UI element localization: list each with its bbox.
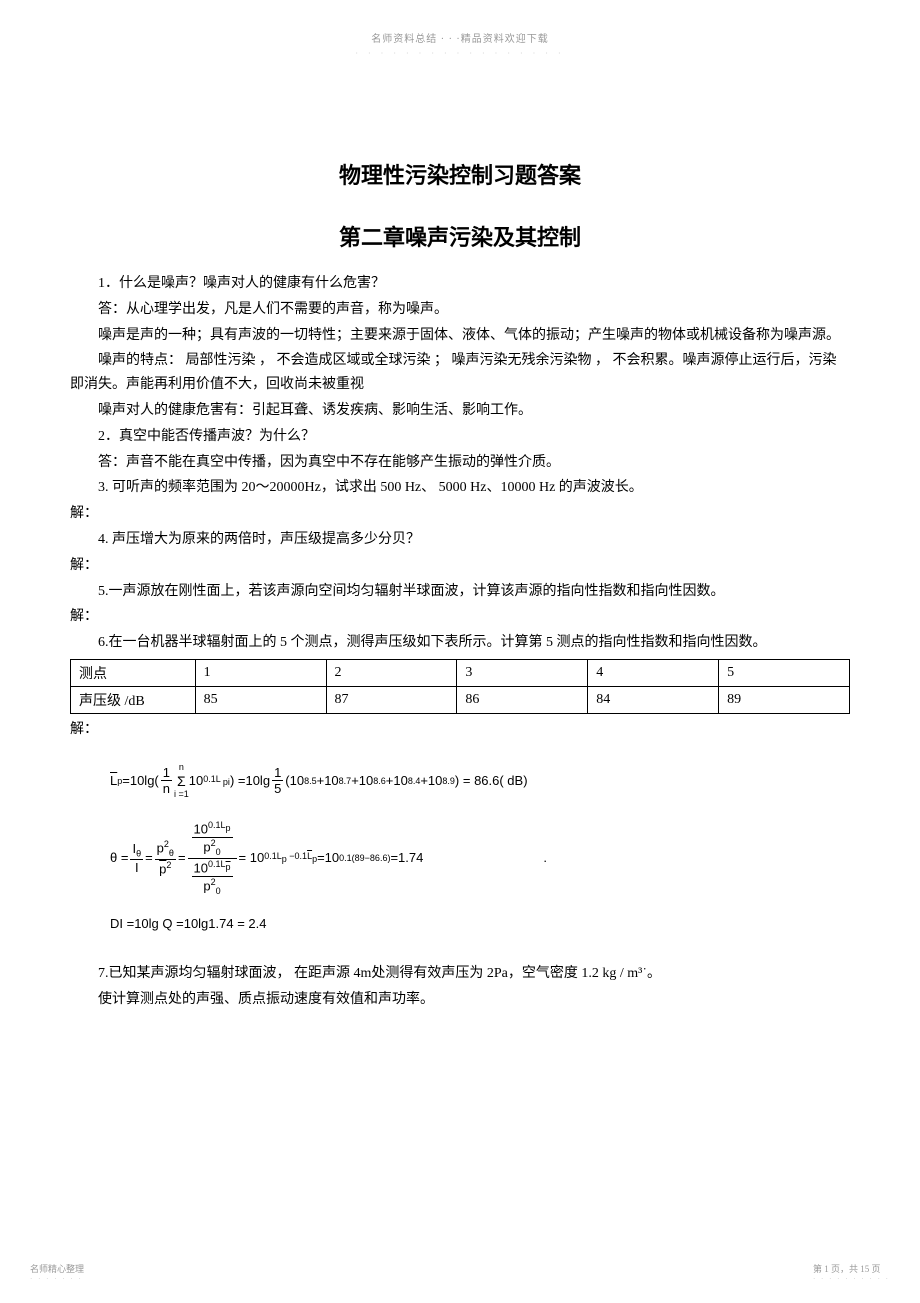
f1-L: L <box>110 773 117 789</box>
f3: DI =10lg Q =10lg1.74 = 2.4 <box>110 916 266 932</box>
f1-fd2: 5 <box>272 781 283 797</box>
f2-d3sub: p <box>226 862 231 872</box>
th-5: 5 <box>719 659 850 686</box>
a1-4: 噪声对人的健康危害有：引起耳聋、诱发疾病、影响生活、影响工作。 <box>70 399 850 423</box>
f2-n1s: θ <box>136 848 141 858</box>
f2-eq1: = <box>145 850 153 866</box>
f2-d3d3: 0 <box>216 886 221 896</box>
a5: 解： <box>70 605 850 629</box>
f2-dot: . <box>543 850 547 866</box>
f2-d1: I <box>133 860 141 876</box>
f1-e2: 8.7 <box>339 776 352 787</box>
table-row: 测点 1 2 3 4 5 <box>71 659 850 686</box>
f2-eq4: =10 <box>317 850 339 866</box>
f1-fd1: n <box>161 781 172 797</box>
f2-e3b: p <box>282 854 287 864</box>
f2-d3d: p <box>203 878 210 893</box>
f1-close: ) =10lg <box>230 773 270 789</box>
sigma-icon: Σ <box>177 773 186 790</box>
f2-d2b: 2 <box>166 860 171 870</box>
a1-1: 答：从心理学出发，凡是人们不需要的声音，称为噪声。 <box>70 298 850 322</box>
f1-exp1: 0.1L <box>203 774 220 784</box>
f2-e3c: −0.1 <box>289 851 307 861</box>
f2-eq2: = <box>178 850 186 866</box>
th-0: 测点 <box>71 659 196 686</box>
table-row: 声压级 /dB 85 87 86 84 89 <box>71 686 850 713</box>
a3: 解： <box>70 502 850 526</box>
q7-2: 使计算测点处的声强、质点振动速度有效值和声功率。 <box>70 988 850 1012</box>
th-1: 1 <box>195 659 326 686</box>
sigma-i: i =1 <box>174 789 189 800</box>
q5: 5.一声源放在刚性面上，若该声源向空间均匀辐射半球面波，计算该声源的指向性指数和… <box>70 580 850 604</box>
page-header: 名师资料总结 · · ·精品资料欢迎下载 <box>70 30 850 45</box>
f1-pl1: +10 <box>317 773 339 789</box>
a2: 答：声音不能在真空中传播，因为真空中不存在能够产生振动的弹性介质。 <box>70 451 850 475</box>
td-1: 85 <box>195 686 326 713</box>
f1-fn1: 1 <box>161 765 172 782</box>
main-title: 物理性污染控制习题答案 <box>70 158 850 190</box>
f1-e3: 8.6 <box>373 776 386 787</box>
f2-d3exp: 0.1L <box>208 859 226 869</box>
a1-3: 噪声的特点： 局部性污染 ， 不会造成区域或全球污染 ； 噪声污染无残余污染物 … <box>70 349 850 397</box>
th-2: 2 <box>326 659 457 686</box>
q7: 7.已知某声源均匀辐射球面波， 在距声源 4m处测得有效声压为 2Pa，空气密度… <box>70 962 850 986</box>
q4: 4. 声压增大为原来的两倍时，声压级提高多少分贝？ <box>70 528 850 552</box>
formula-1: L p =10lg( 1 n n Σ i =1 10 0.1L pi ) =10… <box>110 762 850 800</box>
f1-pl3: +10 <box>386 773 408 789</box>
th-3: 3 <box>457 659 588 686</box>
footer-left-text: 名师精心整理 <box>30 1262 84 1275</box>
footer-left: 名师精心整理 · · · · · · · <box>30 1262 84 1283</box>
f2-theta: θ = <box>110 850 128 866</box>
footer-right-text: 第 1 页，共 15 页 <box>813 1262 890 1275</box>
f2-res: =1.74 <box>390 850 423 866</box>
q6: 6.在一台机器半球辐射面上的 5 个测点，测得声压级如下表所示。计算第 5 测点… <box>70 631 850 655</box>
q1: 1．什么是噪声？噪声对人的健康有什么危害？ <box>70 272 850 296</box>
f1-pl2: +10 <box>351 773 373 789</box>
f2-n2c: θ <box>169 848 174 858</box>
footer-right-dots: · · · · · · · · · · <box>813 1275 890 1283</box>
f1-e5: 8.9 <box>442 776 455 787</box>
f2-n3d3: 0 <box>216 847 221 857</box>
th-4: 4 <box>588 659 719 686</box>
f1-10: 10 <box>189 773 203 789</box>
f1-p1: (10 <box>285 773 304 789</box>
f1-pl4: +10 <box>420 773 442 789</box>
footer-right: 第 1 页，共 15 页 · · · · · · · · · · <box>813 1262 890 1283</box>
f2-n3sub: p <box>226 823 231 833</box>
q2: 2．真空中能否传播声波？为什么？ <box>70 425 850 449</box>
f1-res: ) = 86.6( dB) <box>455 773 528 789</box>
td-2: 87 <box>326 686 457 713</box>
f2-n3exp: 0.1L <box>208 820 226 830</box>
f2-eq3: = 10 <box>239 850 265 866</box>
f2-e4: 0.1(89−86.6) <box>339 853 390 864</box>
f2-n2a: p <box>157 841 164 856</box>
f1-exp1s: pi <box>223 777 230 787</box>
f2-n310: 10 <box>194 821 208 836</box>
footer-left-dots: · · · · · · · <box>30 1275 84 1283</box>
header-dots: · · · · · · · · · · · · · · · · · <box>70 49 850 58</box>
f1-e4: 8.4 <box>408 776 421 787</box>
td-5: 89 <box>719 686 850 713</box>
td-3: 86 <box>457 686 588 713</box>
td-0: 声压级 /dB <box>71 686 196 713</box>
a4: 解： <box>70 554 850 578</box>
sigma-n: n <box>179 762 184 773</box>
q3: 3. 可听声的频率范围为 20～20000Hz，试求出 500 Hz、 5000… <box>70 476 850 500</box>
formula-3: DI =10lg Q =10lg1.74 = 2.4 <box>110 916 850 932</box>
td-4: 84 <box>588 686 719 713</box>
f2-d310: 10 <box>194 860 208 875</box>
formula-2: θ = Iθ I = p2θ p2 = 100.1Lp p20 100.1Lp … <box>110 820 850 896</box>
a6: 解： <box>70 718 850 742</box>
f2-n3d: p <box>203 839 210 854</box>
f1-e1: 8.5 <box>304 776 317 787</box>
f1-eq: =10lg( <box>122 773 159 789</box>
f2-e3a: 0.1L <box>264 851 282 861</box>
f1-fn2: 1 <box>272 765 283 782</box>
chapter-title: 第二章噪声污染及其控制 <box>70 220 850 252</box>
a1-2: 噪声是声的一种；具有声波的一切特性；主要来源于固体、液体、气体的振动；产生噪声的… <box>70 324 850 348</box>
data-table: 测点 1 2 3 4 5 声压级 /dB 85 87 86 84 89 <box>70 659 850 714</box>
